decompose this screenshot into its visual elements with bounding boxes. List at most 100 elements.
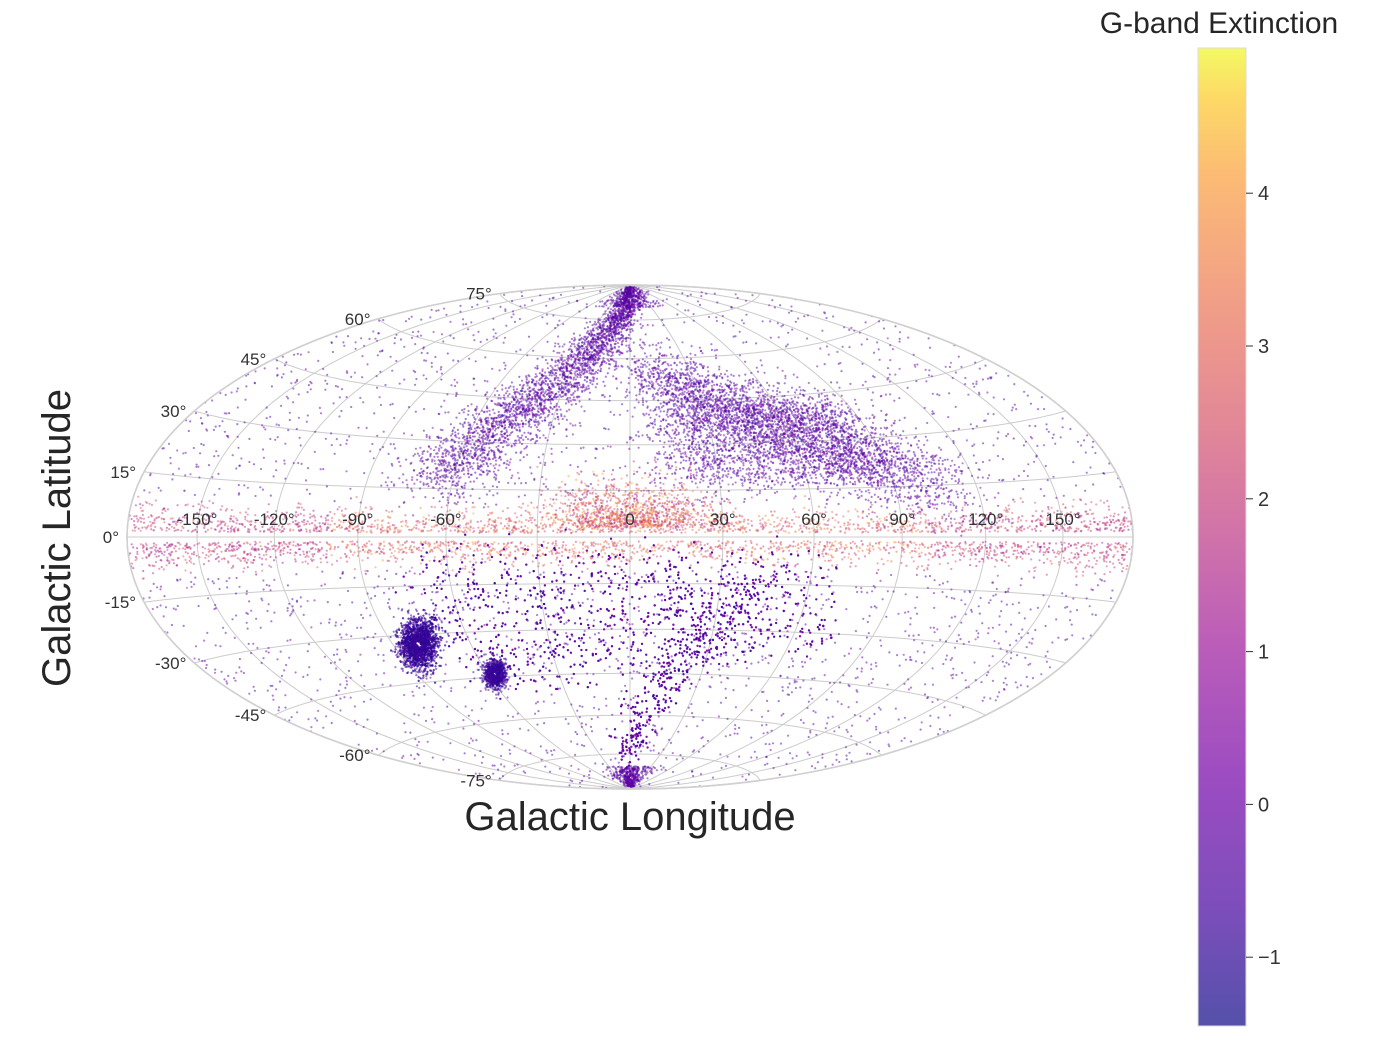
- data-point: [623, 615, 626, 618]
- data-point: [967, 550, 970, 553]
- data-point: [464, 565, 467, 568]
- data-point: [878, 731, 882, 734]
- data-point: [195, 465, 198, 468]
- data-point: [694, 437, 697, 440]
- data-point: [785, 345, 788, 348]
- data-point: [236, 423, 239, 426]
- data-point: [715, 357, 718, 360]
- data-point: [907, 678, 910, 681]
- data-point: [563, 622, 566, 626]
- data-point: [1107, 508, 1111, 511]
- data-point: [608, 399, 611, 402]
- data-point: [1063, 549, 1066, 552]
- data-point: [987, 627, 990, 630]
- data-point: [1124, 545, 1127, 548]
- data-point: [502, 527, 505, 530]
- data-point: [565, 446, 568, 450]
- data-point: [430, 361, 433, 365]
- data-point: [1110, 543, 1113, 546]
- data-point: [444, 579, 447, 582]
- data-point: [1084, 510, 1087, 513]
- data-point: [611, 469, 615, 472]
- data-point: [375, 747, 378, 751]
- data-point: [400, 548, 403, 551]
- data-point: [237, 493, 240, 496]
- data-point: [203, 506, 206, 509]
- data-point: [850, 326, 853, 329]
- data-point: [1108, 560, 1112, 564]
- data-point: [410, 566, 413, 569]
- data-point: [639, 750, 643, 753]
- data-point: [592, 590, 595, 593]
- data-point: [542, 546, 545, 549]
- data-point: [618, 634, 622, 638]
- data-point: [417, 546, 420, 549]
- data-point: [825, 502, 828, 505]
- data-point: [213, 455, 216, 458]
- data-point: [998, 691, 1001, 694]
- data-point: [521, 295, 524, 298]
- data-point: [500, 763, 503, 766]
- data-point: [992, 413, 995, 416]
- data-point: [529, 519, 533, 522]
- data-point: [886, 378, 889, 381]
- data-point: [262, 579, 265, 582]
- data-point: [214, 425, 217, 428]
- data-point: [220, 550, 223, 553]
- data-point: [831, 715, 834, 718]
- data-point: [539, 461, 542, 465]
- data-point: [485, 531, 488, 534]
- data-point: [848, 346, 851, 349]
- data-point: [496, 389, 499, 393]
- data-point: [870, 503, 873, 506]
- data-point: [589, 531, 592, 534]
- data-point: [594, 542, 597, 546]
- data-point: [276, 658, 279, 661]
- data-point: [347, 669, 351, 673]
- data-point: [588, 773, 591, 777]
- data-point: [313, 599, 316, 602]
- data-point: [244, 511, 247, 514]
- data-point: [265, 650, 268, 653]
- data-point: [880, 409, 883, 412]
- data-point: [961, 671, 964, 675]
- data-point: [370, 749, 374, 752]
- data-point: [248, 600, 251, 603]
- data-point: [996, 574, 999, 577]
- data-point: [772, 542, 775, 545]
- data-point: [178, 547, 181, 550]
- data-point: [907, 610, 910, 613]
- data-point: [921, 565, 924, 568]
- data-point: [375, 673, 378, 676]
- data-point: [136, 552, 139, 556]
- data-point: [274, 544, 278, 548]
- data-point: [149, 474, 152, 477]
- data-point: [519, 348, 522, 351]
- data-point: [711, 500, 714, 503]
- data-point: [677, 781, 680, 785]
- data-point: [842, 674, 845, 677]
- data-point: [319, 468, 322, 471]
- data-point: [805, 581, 809, 584]
- data-point: [285, 663, 288, 667]
- data-point: [933, 579, 936, 582]
- data-point: [866, 591, 869, 594]
- data-point: [366, 556, 369, 560]
- data-point: [1125, 568, 1128, 571]
- data-point: [893, 399, 896, 402]
- data-point: [253, 555, 256, 558]
- data-point: [894, 325, 897, 328]
- data-point: [586, 618, 589, 621]
- data-point: [421, 529, 424, 532]
- data-point: [565, 621, 568, 624]
- data-point: [185, 561, 188, 564]
- data-point: [384, 383, 387, 387]
- data-point: [297, 416, 300, 419]
- data-point: [981, 460, 985, 464]
- data-point: [1006, 590, 1010, 593]
- data-point: [860, 343, 863, 346]
- data-point: [607, 564, 611, 568]
- data-point: [382, 591, 386, 595]
- data-point: [471, 739, 474, 742]
- data-point: [786, 630, 789, 633]
